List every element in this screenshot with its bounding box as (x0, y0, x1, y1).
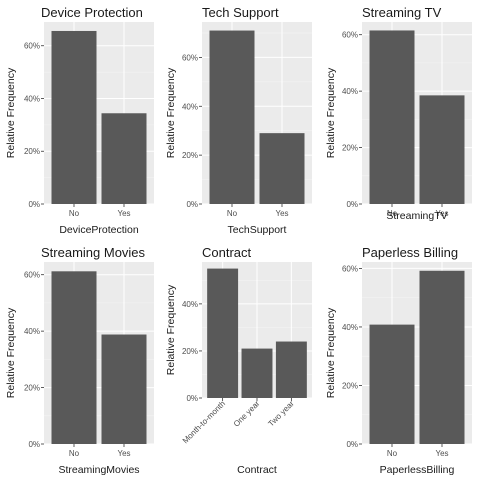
x-axis-title: StreamingMovies (58, 464, 139, 476)
y-tick-label: 0% (346, 440, 358, 449)
chart-streaming-movies: 0% 20% 40% 60% No Yes Streaming Movies Streamin… (5, 245, 154, 476)
x-axis-title: PaperlessBilling (380, 464, 455, 476)
y-tick-label: 0% (186, 394, 198, 403)
chart-title: Paperless Billing (362, 245, 458, 260)
y-tick-label: 40% (24, 327, 40, 336)
bar-no (369, 30, 415, 204)
y-tick-label: 40% (342, 87, 358, 96)
y-axis-title: Relative Frequency (325, 67, 337, 158)
y-axis-title: Relative Frequency (5, 67, 17, 158)
x-tick-label: Month-to-month (181, 399, 227, 445)
y-tick-label: 60% (24, 42, 40, 51)
bar-no (209, 30, 255, 204)
y-tick-label: 0% (346, 200, 358, 209)
y-tick-label: 40% (182, 102, 198, 111)
x-tick-label: Yes (275, 209, 288, 218)
bar-yes (101, 113, 147, 204)
y-tick-label: 0% (186, 200, 198, 209)
y-tick-label: 40% (342, 323, 358, 332)
x-tick-label: No (69, 449, 80, 458)
bar-no (369, 324, 415, 444)
chart-title: Streaming TV (362, 5, 442, 20)
y-tick-label: 20% (182, 347, 198, 356)
bar-no (51, 271, 97, 444)
y-tick-label: 20% (182, 151, 198, 160)
bar-two-year (275, 341, 307, 398)
bar-yes (101, 334, 147, 444)
y-tick-label: 60% (182, 53, 198, 62)
chart-device-protection: 0% 20% 40% 60% No Yes Device Protection DeviceP… (5, 5, 154, 236)
x-axis-title: TechSupport (228, 224, 287, 236)
x-axis-title: StreamingTV (386, 210, 447, 222)
x-axis-title: DeviceProtection (59, 224, 139, 236)
x-tick-label: Yes (117, 209, 130, 218)
y-tick-label: 20% (342, 144, 358, 153)
y-tick-label: 0% (28, 440, 40, 449)
bar-yes (419, 95, 465, 204)
x-tick-label: Yes (117, 449, 130, 458)
bar-month-to-month (207, 268, 239, 398)
chart-title: Contract (202, 245, 252, 260)
chart-contract: 0% 20% 40% Month-to-month One year Two year Co… (165, 245, 312, 476)
chart-streaming-tv: 0% 20% 40% 60% No Yes Streaming TV StreamingTV R… (325, 5, 472, 222)
y-tick-label: 60% (24, 271, 40, 280)
x-tick-label: No (387, 209, 398, 218)
y-axis-title: Relative Frequency (165, 67, 177, 158)
y-tick-label: 20% (24, 147, 40, 156)
y-tick-label: 40% (182, 300, 198, 309)
x-tick-label: No (69, 209, 80, 218)
chart-title: Device Protection (41, 5, 143, 20)
chart-tech-support: 0% 20% 40% 60% No Yes Tech Support TechSupport R… (165, 5, 312, 236)
chart-paperless-billing: 0% 20% 40% 60% No Yes Paperless Billing Paperle… (325, 245, 472, 476)
chart-title: Streaming Movies (41, 245, 146, 260)
y-tick-label: 20% (24, 384, 40, 393)
y-axis-title: Relative Frequency (5, 307, 17, 398)
y-tick-label: 20% (342, 381, 358, 390)
bar-no (51, 30, 97, 205)
x-tick-label: One year (232, 399, 262, 429)
x-tick-label: Yes (435, 209, 448, 218)
x-tick-label: Yes (435, 449, 448, 458)
bar-one-year (241, 348, 273, 398)
x-tick-label: Two year (266, 399, 296, 429)
y-tick-label: 60% (342, 264, 358, 273)
bar-yes (259, 133, 305, 204)
y-axis-title: Relative Frequency (165, 284, 177, 375)
x-tick-label: No (387, 449, 398, 458)
x-axis-title: Contract (237, 464, 277, 476)
y-tick-label: 0% (28, 200, 40, 209)
x-tick-label: No (227, 209, 238, 218)
y-tick-label: 60% (342, 31, 358, 40)
bar-yes (419, 270, 465, 444)
y-axis-title: Relative Frequency (325, 307, 337, 398)
chart-title: Tech Support (202, 5, 279, 20)
y-tick-label: 40% (24, 94, 40, 103)
